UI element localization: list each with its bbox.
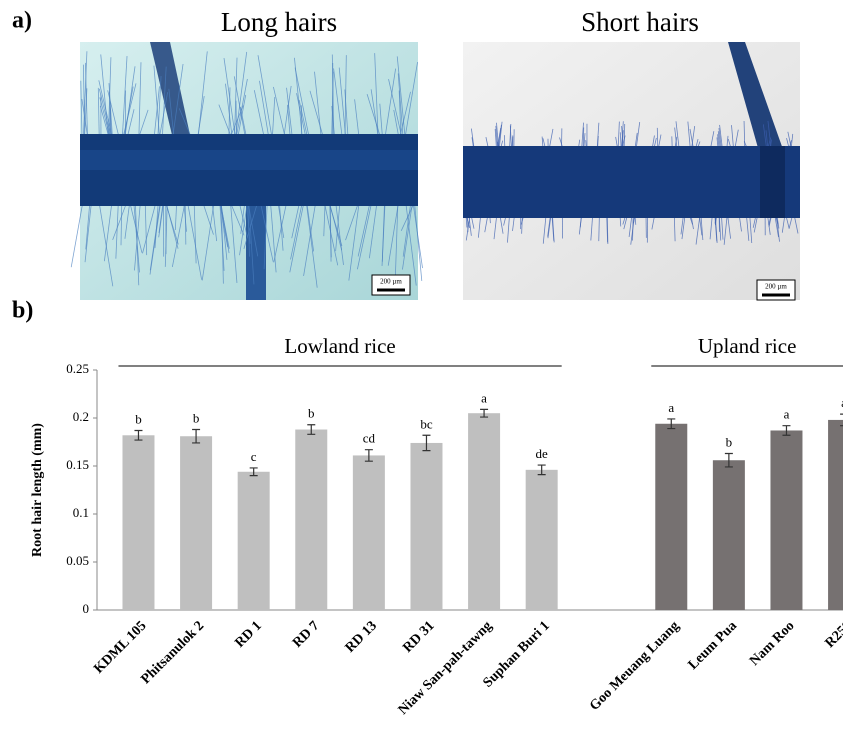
y-tick-label: 0.25 — [66, 361, 89, 376]
bar — [828, 420, 843, 610]
group-label: Upland rice — [698, 334, 797, 358]
bar — [655, 424, 687, 610]
y-tick-label: 0.05 — [66, 553, 89, 568]
image-title: Long hairs — [221, 7, 337, 37]
x-tick-label: RD 1 — [232, 618, 264, 650]
panel-label: b) — [12, 298, 33, 324]
scale-label: 200 µm — [765, 283, 787, 291]
micrograph — [463, 42, 800, 300]
x-tick-label: KDML 105 — [91, 618, 149, 676]
bar — [353, 455, 385, 610]
x-tick-label: Goo Meuang Luang — [587, 618, 682, 713]
significance-letter: cd — [363, 431, 376, 446]
bar — [713, 460, 745, 610]
significance-letter: a — [668, 400, 674, 415]
group-label: Lowland rice — [284, 334, 395, 358]
scale-label: 200 µm — [380, 278, 402, 286]
bar — [295, 430, 327, 610]
x-tick-label: Niaw San-pah-tawng — [396, 618, 495, 717]
image-title: Short hairs — [581, 7, 699, 37]
x-tick-label: Leum Pua — [686, 618, 740, 672]
significance-letter: b — [726, 435, 733, 450]
bar — [770, 430, 802, 610]
bar — [410, 443, 442, 610]
root — [760, 146, 785, 218]
y-tick-label: 0.2 — [73, 409, 89, 424]
scale-bar: 200 µm — [372, 275, 410, 295]
bar — [468, 413, 500, 610]
bar — [122, 435, 154, 610]
significance-letter: a — [481, 390, 487, 405]
bar — [238, 472, 270, 610]
significance-letter: de — [536, 446, 549, 461]
significance-letter: c — [251, 449, 257, 464]
x-tick-label: RD 31 — [400, 618, 437, 655]
significance-letter: b — [193, 411, 200, 426]
significance-letter: bc — [420, 416, 433, 431]
figure: a) Long hairs Short hairs 200 µm 200 µm … — [0, 0, 843, 747]
bar — [180, 436, 212, 610]
y-tick-label: 0.1 — [73, 505, 89, 520]
significance-letter: b — [135, 411, 142, 426]
x-tick-label: R258 — [823, 618, 843, 651]
y-tick-label: 0.15 — [66, 457, 89, 472]
root — [463, 146, 800, 218]
x-tick-label: Nam Roo — [747, 618, 797, 668]
scale-bar: 200 µm — [757, 280, 795, 300]
bar — [526, 470, 558, 610]
significance-letter: b — [308, 406, 315, 421]
micrograph — [71, 42, 422, 300]
panel-label: a) — [12, 8, 32, 34]
root — [80, 150, 418, 170]
y-tick-label: 0 — [83, 601, 90, 616]
x-tick-label: RD 7 — [290, 618, 322, 650]
x-tick-label: RD 13 — [343, 618, 380, 655]
y-axis-title: Root hair length (mm) — [30, 423, 45, 557]
significance-letter: a — [784, 407, 790, 422]
